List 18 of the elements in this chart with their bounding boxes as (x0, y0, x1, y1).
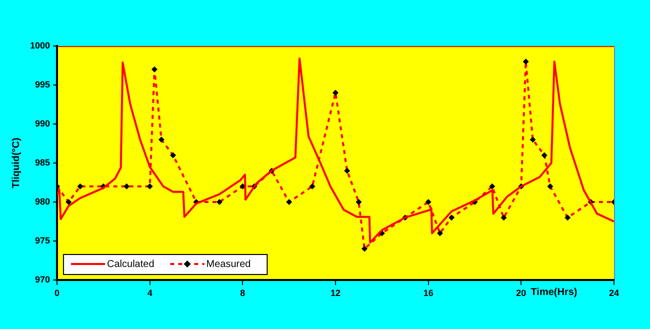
x-tick-label: 0 (54, 288, 60, 298)
legend-label: Calculated (107, 258, 154, 270)
legend-label: Measured (206, 258, 251, 270)
y-tick-label: 995 (34, 79, 50, 90)
y-tick-label: 970 (34, 274, 50, 284)
y-tick-label: 990 (34, 118, 50, 128)
y-axis-title: Tliquid(°C) (10, 138, 22, 188)
y-tick-label: 975 (34, 235, 50, 246)
y-tick-label: 1000 (30, 40, 50, 50)
x-axis-title: Time(Hrs) (530, 286, 578, 298)
y-tick-label: 985 (34, 157, 50, 168)
x-tick-label: 24 (608, 288, 620, 298)
x-tick-label: 20 (516, 288, 526, 298)
x-tick-label: 12 (330, 288, 341, 298)
x-tick-label: 4 (147, 288, 152, 298)
x-tick-label: 16 (423, 288, 434, 298)
x-tick-label: 8 (240, 288, 246, 298)
y-tick-label: 980 (34, 196, 50, 206)
